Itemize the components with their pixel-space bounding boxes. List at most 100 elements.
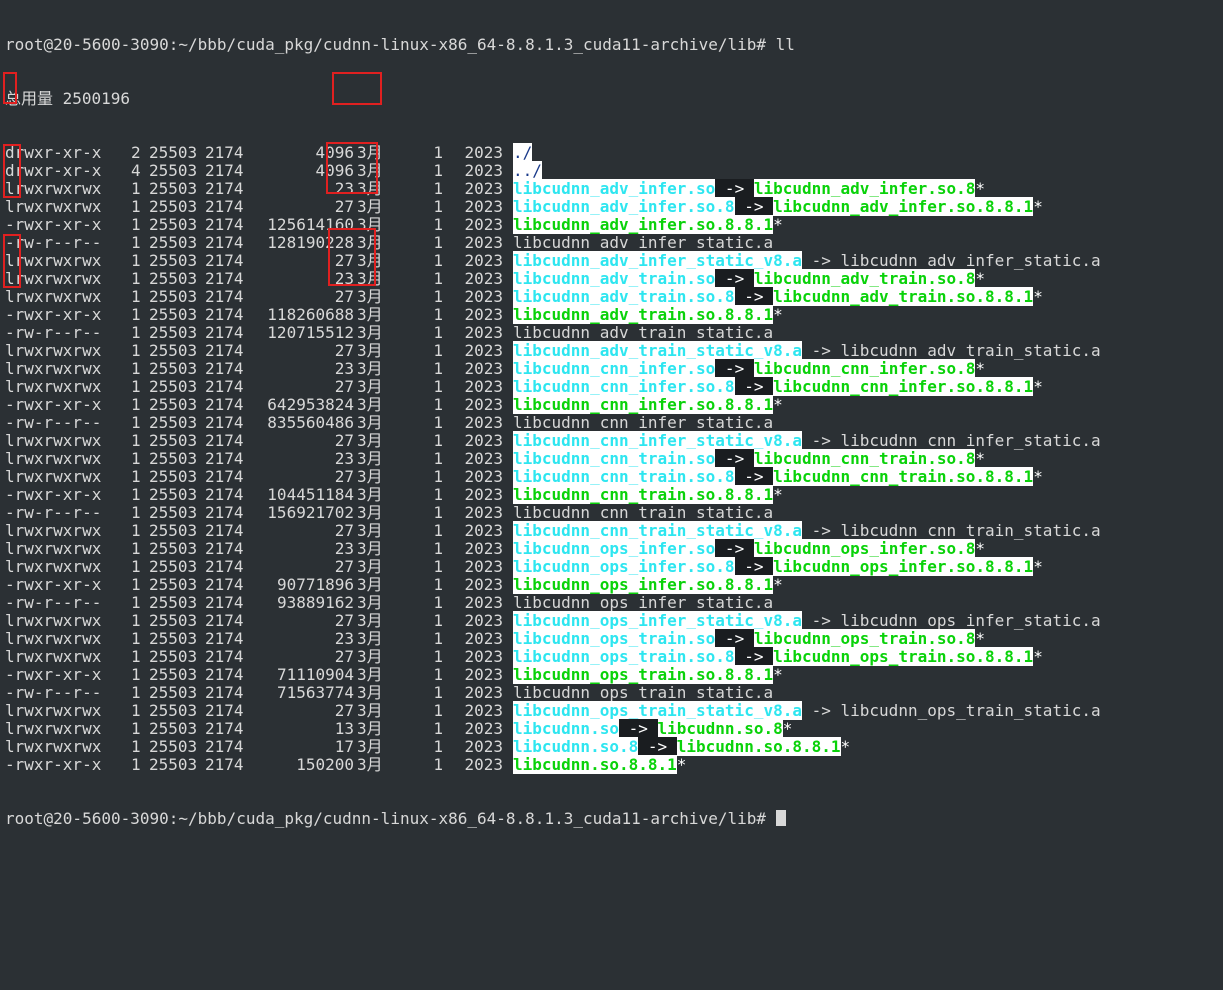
permissions: lrwxrwxrwx <box>5 701 102 720</box>
permissions: lrwxrwxrwx <box>5 287 102 306</box>
owner: 25503 <box>149 395 198 414</box>
terminal-window[interactable]: root@20-5600-3090:~/bbb/cuda_pkg/cudnn-l… <box>0 0 1223 828</box>
executable-marker: * <box>773 485 783 504</box>
executable-marker: * <box>840 737 851 756</box>
year: 2023 <box>464 719 503 738</box>
owner: 25503 <box>149 503 198 522</box>
owner: 25503 <box>149 647 198 666</box>
day: 1 <box>433 323 443 342</box>
file-size: 27 <box>334 557 354 576</box>
link-target: libcudnn.so.8.8.1 <box>676 737 841 756</box>
arrow-glyph: -> <box>715 449 754 468</box>
permissions: lrwxrwxrwx <box>5 611 102 630</box>
owner: 25503 <box>149 467 198 486</box>
file-size: 23 <box>334 449 354 468</box>
group: 2174 <box>205 701 244 720</box>
year: 2023 <box>464 683 503 702</box>
listing-row: lrwxrwxrwx 1 25503 2174 27 3月 1 2023 libcudnn_ad… <box>5 341 1223 360</box>
arrow-glyph: -> <box>801 431 841 450</box>
year: 2023 <box>464 575 503 594</box>
year: 2023 <box>464 305 503 324</box>
day: 1 <box>433 755 443 774</box>
executable-marker: * <box>975 359 986 378</box>
year: 2023 <box>464 341 503 360</box>
listing-row: -rwxr-xr-x 1 25503 2174 118260688 3月 1 2023 libc… <box>5 305 1223 324</box>
link-target: libcudnn_cnn_train.so.8.8.1 <box>773 467 1034 486</box>
group: 2174 <box>205 341 244 360</box>
listing-row: lrwxrwxrwx 1 25503 2174 23 3月 1 2023 libcudnn_cn… <box>5 449 1223 468</box>
group: 2174 <box>205 431 244 450</box>
year: 2023 <box>464 593 503 612</box>
day: 1 <box>433 539 443 558</box>
executable-marker: * <box>1033 377 1043 396</box>
symlink-name: libcudnn_ops_train.so.8 <box>513 647 735 666</box>
day: 1 <box>433 701 443 720</box>
link-count: 1 <box>131 521 141 540</box>
arrow-glyph: -> <box>734 467 774 486</box>
arrow-glyph: -> <box>801 341 841 360</box>
permissions: lrwxrwxrwx <box>5 179 102 198</box>
link-target: libcudnn_cnn_infer_static.a <box>840 431 1101 450</box>
month: 3月 <box>357 341 383 360</box>
listing-row: -rwxr-xr-x 1 25503 2174 150200 3月 1 2023 libcudn… <box>5 755 1223 774</box>
link-count: 1 <box>131 755 141 774</box>
year: 2023 <box>464 521 503 540</box>
month: 3月 <box>357 143 383 162</box>
day: 1 <box>433 575 443 594</box>
owner: 25503 <box>149 449 198 468</box>
link-target: libcudnn_adv_train.so.8 <box>753 269 976 288</box>
permissions: drwxr-xr-x <box>5 143 102 162</box>
listing-row: drwxr-xr-x 2 25503 2174 4096 3月 1 2023 ./ <box>5 143 1223 162</box>
owner: 25503 <box>149 413 198 432</box>
link-count: 1 <box>131 179 141 198</box>
symlink-name: libcudnn_cnn_infer.so <box>513 359 716 378</box>
file-size: 27 <box>334 701 354 720</box>
permissions: -rwxr-xr-x <box>5 485 102 504</box>
group: 2174 <box>205 485 244 504</box>
year: 2023 <box>464 161 503 180</box>
link-count: 1 <box>131 215 141 234</box>
owner: 25503 <box>149 341 198 360</box>
month: 3月 <box>357 395 383 414</box>
group: 2174 <box>205 503 244 522</box>
link-count: 1 <box>131 431 141 450</box>
group: 2174 <box>205 521 244 540</box>
permissions: lrwxrwxrwx <box>5 197 102 216</box>
link-target: libcudnn_adv_infer_static.a <box>840 251 1101 270</box>
month: 3月 <box>357 269 383 288</box>
group: 2174 <box>205 179 244 198</box>
file-size: 90771896 <box>276 575 354 594</box>
arrow-glyph: -> <box>801 251 841 270</box>
link-target: libcudnn_cnn_infer.so.8 <box>753 359 976 378</box>
prompt-text: root@20-5600-3090:~/bbb/cuda_pkg/cudnn-l… <box>5 809 776 828</box>
owner: 25503 <box>149 305 198 324</box>
year: 2023 <box>464 701 503 720</box>
symlink-name: libcudnn.so <box>513 719 619 738</box>
month: 3月 <box>357 683 383 702</box>
day: 1 <box>433 467 443 486</box>
link-count: 1 <box>131 539 141 558</box>
day: 1 <box>433 341 443 360</box>
permissions: -rw-r--r-- <box>5 503 102 522</box>
owner: 25503 <box>149 629 198 648</box>
symlink-name: libcudnn_ops_train_static_v8.a <box>513 701 802 720</box>
owner: 25503 <box>149 575 198 594</box>
month: 3月 <box>357 755 383 774</box>
owner: 25503 <box>149 683 198 702</box>
permissions: -rw-r--r-- <box>5 683 102 702</box>
arrow-glyph: -> <box>734 197 774 216</box>
listing-row: lrwxrwxrwx 1 25503 2174 23 3月 1 2023 libcudnn_cn… <box>5 359 1223 378</box>
month: 3月 <box>357 287 383 306</box>
group: 2174 <box>205 683 244 702</box>
file-size: 27 <box>334 431 354 450</box>
file-name: libcudnn_ops_train_static.a <box>513 683 774 702</box>
permissions: -rw-r--r-- <box>5 413 102 432</box>
permissions: lrwxrwxrwx <box>5 251 102 270</box>
prompt-line-bottom[interactable]: root@20-5600-3090:~/bbb/cuda_pkg/cudnn-l… <box>5 810 1223 828</box>
day: 1 <box>433 431 443 450</box>
permissions: lrwxrwxrwx <box>5 521 102 540</box>
file-size: 27 <box>334 521 354 540</box>
permissions: lrwxrwxrwx <box>5 377 102 396</box>
permissions: lrwxrwxrwx <box>5 647 102 666</box>
group: 2174 <box>205 575 244 594</box>
